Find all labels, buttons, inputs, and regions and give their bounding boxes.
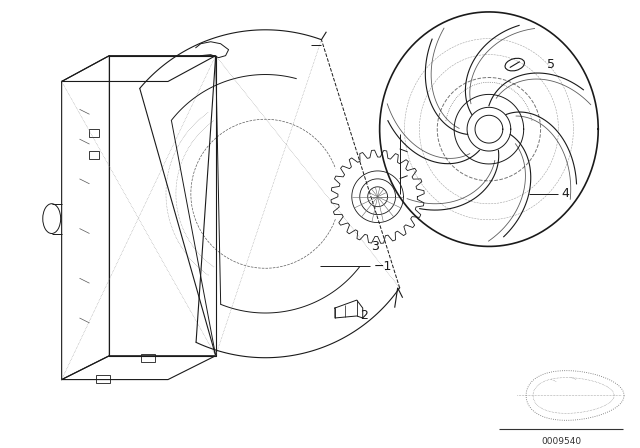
Text: 4: 4 xyxy=(561,187,570,200)
Text: 5: 5 xyxy=(547,58,554,71)
Bar xyxy=(90,129,99,137)
Text: 2: 2 xyxy=(360,310,367,323)
Bar xyxy=(141,354,155,362)
Bar xyxy=(90,151,99,159)
Bar xyxy=(97,375,110,383)
Text: 3: 3 xyxy=(371,240,379,253)
Text: −1: −1 xyxy=(374,260,392,273)
Text: 0009540: 0009540 xyxy=(541,437,582,446)
